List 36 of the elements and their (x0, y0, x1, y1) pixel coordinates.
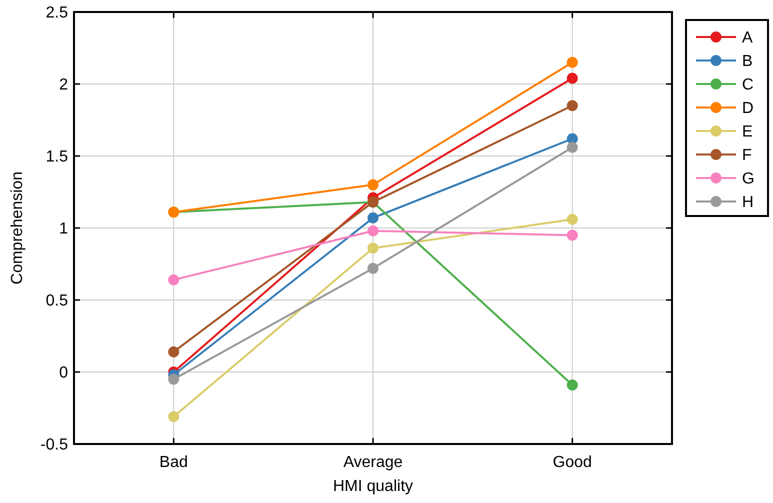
point (566, 56, 578, 68)
point (566, 230, 578, 241)
point (168, 374, 180, 385)
x-axis-title: HMI quality (332, 478, 414, 495)
x-tick-label: Bad (159, 454, 188, 471)
y-tick-label: 2 (59, 76, 68, 94)
point (168, 346, 180, 358)
point (368, 212, 378, 224)
y-tick-label: 0 (59, 364, 68, 382)
point (368, 179, 378, 190)
y-tick-label: 2.5 (46, 4, 68, 22)
legend-label: D (742, 100, 754, 118)
y-axis-title: Comprehension (9, 172, 26, 284)
legend-label: B (742, 53, 753, 70)
legend-label: H (742, 194, 754, 212)
point (368, 262, 378, 274)
point (168, 411, 180, 422)
legend-label: A (742, 30, 753, 47)
y-tick-label: 1.5 (46, 148, 68, 166)
point (168, 274, 180, 286)
point (566, 379, 578, 390)
legend-label: F (742, 147, 752, 164)
point (566, 142, 578, 153)
y-tick-label: 0.5 (46, 292, 68, 310)
point (566, 100, 578, 112)
point (566, 72, 578, 84)
x-tick-label: Good (552, 454, 592, 471)
point (566, 214, 578, 225)
legend-label: G (742, 170, 754, 188)
legend-label: C (742, 76, 754, 94)
y-tick-label: 1 (59, 220, 68, 238)
y-tick-label: -0.5 (40, 436, 68, 454)
point (368, 242, 378, 254)
point (368, 225, 378, 236)
x-tick-label: Average (343, 454, 403, 471)
legend-label: E (742, 124, 753, 141)
